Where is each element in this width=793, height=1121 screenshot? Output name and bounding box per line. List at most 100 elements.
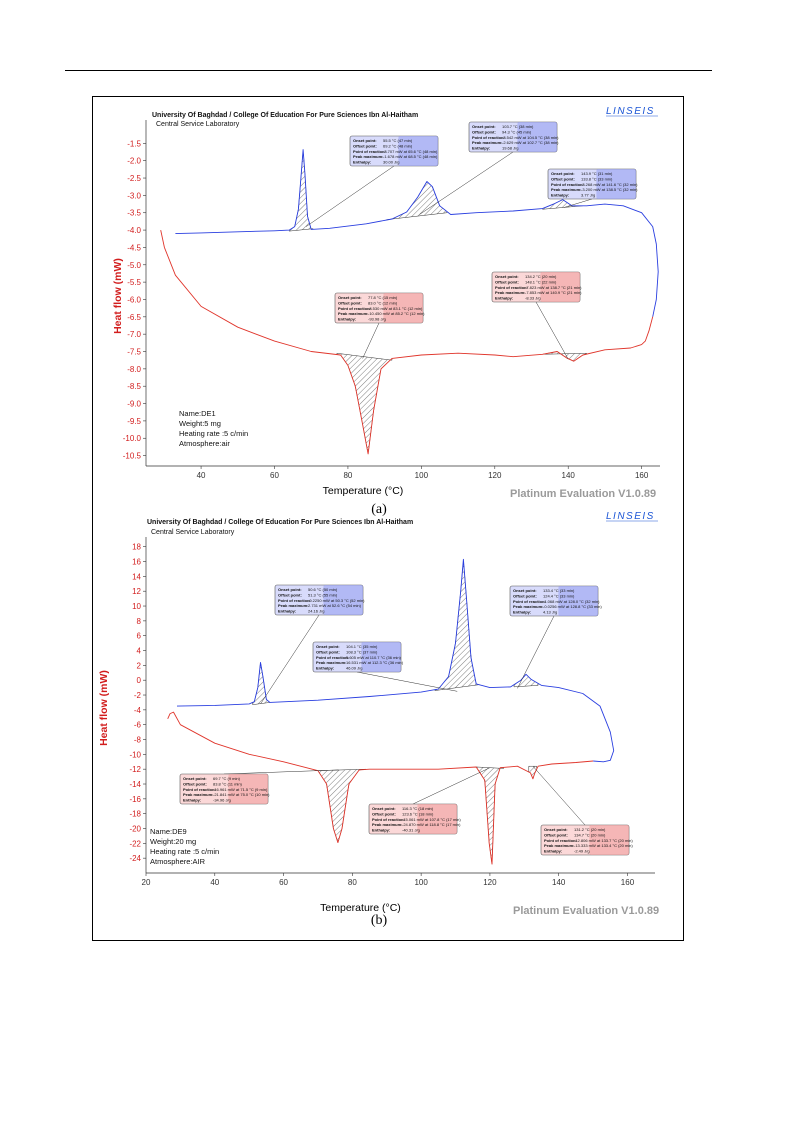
x-axis-label: Temperature (°C) — [323, 485, 404, 497]
annotation-label: Offset point: — [495, 279, 519, 284]
peak-integration-area — [513, 673, 539, 688]
annotation-value: -0.0256 mW at 128.8 °C (33 min) — [543, 604, 602, 609]
peak-annotation-box: Onset point: 134.2 °C (20 min) Offset poin… — [491, 271, 582, 360]
annotation-label: Onset point: — [513, 588, 537, 593]
annotation-value: 94.3 °C (45 min) — [502, 129, 532, 134]
annotation-value: -8.33 J/g — [525, 296, 541, 301]
figure-frame — [92, 96, 684, 941]
x-tick-label: 160 — [635, 471, 649, 480]
annotation-label: Point of reaction: — [183, 787, 216, 792]
annotation-value: -21.841 mW at 75.0 °C (10 min) — [213, 792, 270, 797]
annotation-value: 77.8 °C (15 min) — [368, 295, 398, 300]
peak-annotation-box: Onset point: 69.7 °C (9 min) Offset point:… — [179, 769, 339, 805]
page-top-rule — [65, 70, 712, 71]
annotation-value: 69.2 °C (48 min) — [383, 143, 413, 148]
header-line-2: Central Service Laboratory — [151, 529, 235, 536]
annotation-value: 133.4 °C (33 min) — [543, 588, 575, 593]
sample-info-line: Weight:5 mg — [179, 419, 221, 428]
annotation-label: Point of reaction: — [278, 598, 311, 603]
annotation-shade — [517, 122, 557, 152]
y-tick-label: -20 — [129, 825, 141, 834]
annotation-label: Enthalpy: — [495, 296, 513, 301]
sample-info-line: Atmosphere:AIR — [150, 857, 206, 866]
annotation-shade — [596, 169, 636, 199]
y-tick-label: -4.0 — [127, 226, 141, 235]
annotation-value: 104.1 °C (35 min) — [346, 644, 378, 649]
annotation-label: Onset point: — [338, 295, 362, 300]
annotation-shade — [398, 136, 438, 166]
annotation-label: Peak maximum: — [372, 822, 402, 827]
annotation-value: -1.678 mW at 68.5 °C (48 min) — [383, 154, 438, 159]
annotation-label: Point of reaction: — [472, 135, 505, 140]
annotation-value: -1.068 mW at 128.0 °C (32 min) — [543, 599, 600, 604]
annotation-label: Peak maximum: — [316, 660, 346, 665]
annotation-value: 108.3 °C (37 min) — [346, 649, 378, 654]
annotation-label: Point of reaction: — [338, 306, 371, 311]
annotation-label: Offset point: — [278, 592, 302, 597]
sample-info-line: Name:DE9 — [150, 827, 187, 836]
y-tick-label: 14 — [132, 572, 141, 581]
y-tick-label: -16 — [129, 795, 141, 804]
annotation-shade — [589, 825, 629, 855]
y-tick-label: -8 — [134, 736, 142, 745]
y-tick-label: -2 — [134, 691, 142, 700]
y-tick-label: -6.0 — [127, 295, 141, 304]
y-tick-label: 10 — [132, 602, 141, 611]
annotation-label: Enthalpy: — [544, 849, 562, 854]
annotation-label: Onset point: — [544, 827, 568, 832]
x-tick-label: 100 — [414, 878, 428, 887]
annotation-leader — [412, 767, 491, 805]
annotation-leader — [362, 322, 380, 359]
annotation-value: -0.2250 mW at 50.3 °C (52 min) — [308, 598, 365, 603]
annotation-value: 83.8 °C (11 min) — [213, 781, 243, 786]
peak-annotation-box: Onset point: 104.1 °C (35 min) Offset poin… — [312, 641, 458, 692]
annotation-value: 133.8 °C (33 min) — [581, 176, 613, 181]
annotation-value: -34.96 J/g — [213, 798, 231, 803]
annotation-value: -2.49 J/g — [574, 849, 590, 854]
annotation-value: -2.629 mW at 102.7 °C (38 min) — [502, 140, 559, 145]
annotation-leader — [532, 766, 586, 826]
annotation-value: 46.09 J/g — [346, 666, 362, 671]
y-tick-label: -10 — [129, 750, 141, 759]
annotation-value: -7.823 mW at 138.7 °C (21 min) — [525, 285, 582, 290]
y-axis-label: Heat flow (mW) — [112, 258, 124, 334]
y-tick-label: -5.0 — [127, 261, 141, 270]
header-line-1: University Of Baghdad / College Of Educa… — [147, 519, 413, 526]
annotation-shade — [540, 272, 580, 302]
y-tick-label: -3.0 — [127, 191, 141, 200]
annotation-label: Point of reaction: — [353, 149, 386, 154]
annotation-label: Offset point: — [316, 649, 340, 654]
x-tick-label: 60 — [270, 471, 279, 480]
annotation-value: 4.13 J/g — [543, 610, 557, 615]
sample-info-line: Atmosphere:air — [179, 439, 230, 448]
x-tick-label: 20 — [142, 878, 151, 887]
annotation-value: 123.6 °C (18 min) — [402, 811, 434, 816]
annotation-label: Peak maximum: — [472, 140, 502, 145]
annotation-value: 143.9 °C (31 min) — [581, 171, 613, 176]
annotation-shade — [228, 774, 268, 804]
annotation-leader — [260, 614, 320, 705]
y-tick-label: -7.0 — [127, 330, 141, 339]
annotation-label: Peak maximum: — [513, 604, 543, 609]
annotation-leader — [563, 198, 593, 208]
x-tick-label: 100 — [415, 471, 429, 480]
heating-curve-blue — [176, 558, 615, 763]
annotation-label: Enthalpy: — [372, 828, 390, 833]
annotation-label: Enthalpy: — [472, 146, 490, 151]
annotation-label: Offset point: — [544, 832, 568, 837]
annotation-value: 116.3 °C (18 min) — [402, 806, 434, 811]
annotation-value: 2.731 mW at 52.6 °C (54 min) — [308, 603, 362, 608]
annotation-value: 24.16 J/g — [308, 609, 324, 614]
y-tick-label: 0 — [137, 676, 142, 685]
annotation-value: -3.200 mW at 138.5 °C (32 min) — [581, 187, 638, 192]
annotation-label: Enthalpy: — [278, 609, 296, 614]
annotation-shade — [417, 804, 457, 834]
peak-annotation-box: Onset point: 116.3 °C (18 min) Offset poin… — [368, 767, 491, 835]
y-tick-label: -18 — [129, 810, 141, 819]
annotation-label: Peak maximum: — [544, 843, 574, 848]
annotation-value: 5.605 mW at 110.7 °C (36 min) — [346, 655, 402, 660]
annotation-label: Onset point: — [183, 776, 207, 781]
annotation-value: -3.542 mW at 104.5 °C (38 min) — [502, 135, 559, 140]
heating-curve-blue — [175, 149, 659, 317]
